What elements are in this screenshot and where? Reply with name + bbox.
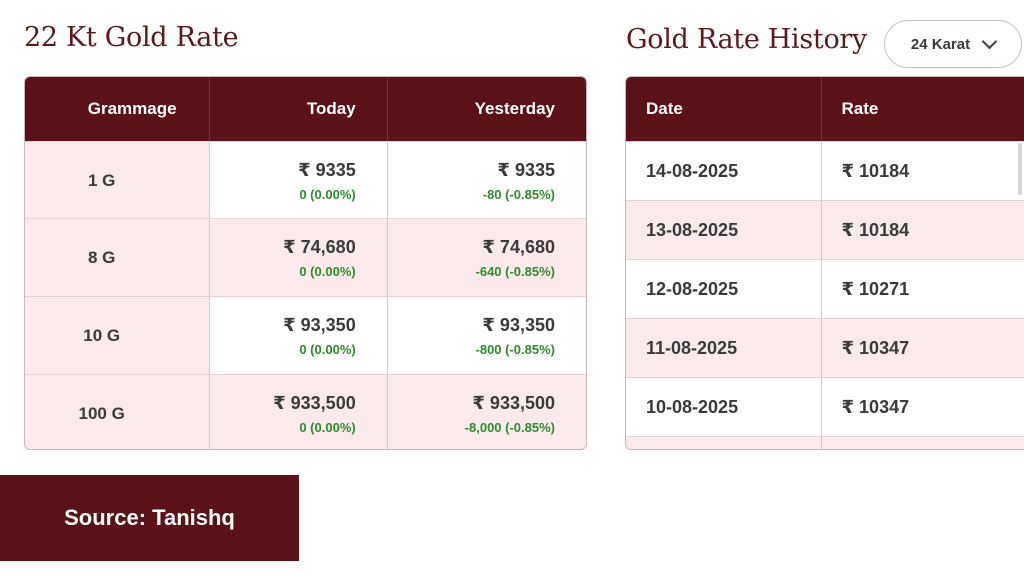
today-change: 0 (0.00%) [299, 264, 356, 279]
today-change: 0 (0.00%) [299, 342, 356, 357]
history-header: Date Rate [626, 77, 1024, 141]
history-row: 11-08-2025 ₹ 10347 [626, 318, 1024, 378]
history-rate-empty [822, 437, 1024, 449]
today-cell: ₹ 93,350 0 (0.00%) [210, 297, 388, 375]
yesterday-change: -800 (-0.85%) [475, 342, 555, 357]
yesterday-cell: ₹ 9335 -80 (-0.85%) [387, 142, 586, 219]
history-scrollbar[interactable] [1018, 143, 1022, 195]
yesterday-change: -640 (-0.85%) [475, 264, 555, 279]
header-rate: Rate [841, 99, 879, 118]
history-rate: ₹ 10184 [841, 161, 910, 181]
grammage-cell: 1 G [25, 142, 211, 219]
karat-dropdown-label: 24 Karat [910, 35, 971, 53]
source-banner: Source: Tanishq [0, 475, 299, 561]
history-rate: ₹ 10347 [841, 338, 910, 358]
table-row: 100 G ₹ 933,500 0 (0.00%) ₹ 933,500 -8,0… [25, 374, 586, 449]
today-price: ₹ 93,350 [283, 315, 356, 335]
history-date: 11-08-2025 [626, 319, 822, 378]
yesterday-change: -80 (-0.85%) [482, 186, 555, 202]
history-row: 10-08-2025 ₹ 10347 [626, 377, 1024, 437]
yesterday-price: ₹ 93,350 [482, 315, 555, 335]
history-rate: ₹ 10184 [841, 220, 910, 240]
today-cell: ₹ 933,500 0 (0.00%) [210, 375, 388, 449]
history-date: 12-08-2025 [626, 260, 822, 319]
yesterday-price: ₹ 74,680 [482, 237, 555, 257]
history-date-empty [626, 437, 822, 449]
today-price: ₹ 9335 [298, 159, 356, 180]
chevron-down-icon [981, 33, 998, 50]
today-change: 0 (0.00%) [299, 419, 356, 435]
yesterday-cell: ₹ 933,500 -8,000 (-0.85%) [387, 375, 586, 449]
today-price: ₹ 933,500 [273, 392, 356, 413]
today-price: ₹ 74,680 [283, 237, 356, 257]
today-cell: ₹ 9335 0 (0.00%) [210, 142, 388, 219]
table-row: 10 G ₹ 93,350 0 (0.00%) ₹ 93,350 -800 (-… [25, 296, 586, 375]
header-yesterday: Yesterday [474, 99, 555, 118]
yesterday-price: ₹ 933,500 [472, 392, 555, 413]
rate-history-title: Gold Rate History [626, 24, 867, 55]
history-date: 10-08-2025 [626, 378, 822, 437]
history-date: 13-08-2025 [626, 201, 822, 260]
grammage-cell: 10 G [25, 297, 211, 375]
yesterday-change: -8,000 (-0.85%) [464, 419, 555, 435]
gold-rate-title: 22 Kt Gold Rate [24, 22, 239, 53]
table-row: 1 G ₹ 9335 0 (0.00%) ₹ 9335 -80 (-0.85%) [25, 141, 586, 219]
karat-dropdown[interactable]: 24 Karat [884, 20, 1022, 68]
rate-history-table: Date Rate 14-08-2025 ₹ 10184 13-08-2025 … [625, 76, 1024, 450]
history-rate: ₹ 10271 [841, 279, 910, 299]
history-row: 13-08-2025 ₹ 10184 [626, 200, 1024, 260]
today-change: 0 (0.00%) [299, 186, 356, 202]
grammage-cell: 100 G [25, 375, 211, 449]
table-header: Grammage Today Yesterday [25, 77, 586, 141]
history-rate: ₹ 10347 [841, 397, 910, 417]
header-today: Today [210, 77, 388, 141]
history-row: 14-08-2025 ₹ 10184 [626, 141, 1024, 201]
yesterday-cell: ₹ 74,680 -640 (-0.85%) [387, 219, 586, 297]
header-date: Date [626, 77, 822, 141]
header-grammage: Grammage [25, 77, 211, 141]
history-date: 14-08-2025 [626, 142, 822, 201]
history-row: 12-08-2025 ₹ 10271 [626, 259, 1024, 319]
yesterday-price: ₹ 9335 [497, 159, 555, 180]
table-row: 8 G ₹ 74,680 0 (0.00%) ₹ 74,680 -640 (-0… [25, 218, 586, 297]
grammage-cell: 8 G [25, 219, 211, 297]
history-row-partial [626, 436, 1024, 449]
yesterday-cell: ₹ 93,350 -800 (-0.85%) [387, 297, 586, 375]
today-cell: ₹ 74,680 0 (0.00%) [210, 219, 388, 297]
gold-rate-table: Grammage Today Yesterday 1 G ₹ 9335 0 (0… [24, 76, 587, 450]
